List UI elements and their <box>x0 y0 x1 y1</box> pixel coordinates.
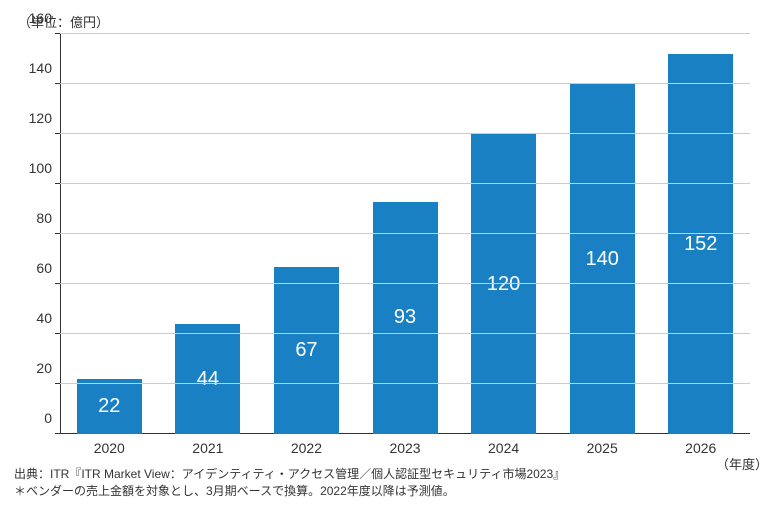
bar: 140 <box>570 84 635 434</box>
bar-value-label: 93 <box>394 306 416 329</box>
bar-slot: 222020 <box>60 34 159 434</box>
bar-slot: 932023 <box>356 34 455 434</box>
y-tick-mark <box>55 183 60 184</box>
bar: 93 <box>373 202 438 435</box>
footnote-source: 出典：ITR『ITR Market View：アイデンティティ・アクセス管理／個… <box>14 466 565 483</box>
bar-value-label: 44 <box>197 368 219 391</box>
bar: 44 <box>175 324 240 434</box>
y-tick-label: 80 <box>36 210 52 226</box>
y-tick-label: 120 <box>29 110 52 126</box>
y-tick-mark <box>55 433 60 434</box>
bar-value-label: 120 <box>487 273 520 296</box>
y-tick-label: 60 <box>36 260 52 276</box>
bar: 22 <box>77 379 142 434</box>
y-tick-label: 0 <box>44 410 52 426</box>
gridline <box>60 183 750 184</box>
gridline <box>60 283 750 284</box>
y-tick-mark <box>55 333 60 334</box>
y-tick-mark <box>55 283 60 284</box>
bar-slot: 1522026 <box>651 34 750 434</box>
y-tick-label: 140 <box>29 60 52 76</box>
x-tick-label: 2022 <box>291 440 322 456</box>
y-tick-label: 100 <box>29 160 52 176</box>
bar-slot: 1402025 <box>553 34 652 434</box>
y-tick-mark <box>55 383 60 384</box>
y-tick-mark <box>55 233 60 234</box>
gridline <box>60 333 750 334</box>
gridline <box>60 33 750 34</box>
gridline <box>60 83 750 84</box>
bar: 120 <box>471 134 536 434</box>
bar-slot: 442021 <box>159 34 258 434</box>
y-tick-label: 160 <box>29 10 52 26</box>
gridline <box>60 383 750 384</box>
bars-row: 2220204420216720229320231202024140202515… <box>60 34 750 434</box>
x-tick-label: 2023 <box>389 440 420 456</box>
bar-value-label: 152 <box>684 233 717 256</box>
bar-slot: 1202024 <box>454 34 553 434</box>
y-tick-label: 40 <box>36 310 52 326</box>
x-unit-label: （年度） <box>716 454 768 473</box>
footnote-note: ＊ベンダーの売上金額を対象とし、3月期ベースで換算。2022年度以降は予測値。 <box>14 483 455 500</box>
x-tick-label: 2024 <box>488 440 519 456</box>
bar-slot: 672022 <box>257 34 356 434</box>
x-tick-label: 2026 <box>685 440 716 456</box>
x-tick-label: 2025 <box>587 440 618 456</box>
bar-value-label: 67 <box>295 339 317 362</box>
bar: 67 <box>274 267 339 435</box>
bar-value-label: 22 <box>98 395 120 418</box>
bar: 152 <box>668 54 733 434</box>
y-tick-mark <box>55 133 60 134</box>
x-tick-label: 2021 <box>192 440 223 456</box>
y-tick-label: 20 <box>36 360 52 376</box>
y-tick-mark <box>55 83 60 84</box>
x-tick-label: 2020 <box>94 440 125 456</box>
y-tick-mark <box>55 33 60 34</box>
plot-area: 2220204420216720229320231202024140202515… <box>60 34 750 434</box>
gridline <box>60 233 750 234</box>
gridline <box>60 133 750 134</box>
bar-chart: （単位：億円） 22202044202167202293202312020241… <box>0 0 780 506</box>
bar-value-label: 140 <box>585 248 618 271</box>
